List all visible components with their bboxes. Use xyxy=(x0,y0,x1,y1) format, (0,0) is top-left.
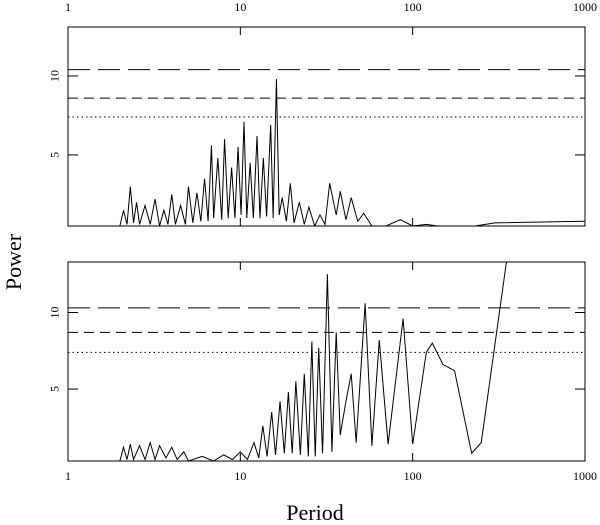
x-tick-label: 100 xyxy=(404,0,422,14)
power-line xyxy=(119,262,507,461)
y-tick-label: 5 xyxy=(48,386,62,392)
x-tick-label: 1000 xyxy=(573,469,597,483)
y-tick-label: 10 xyxy=(48,70,62,82)
x-tick-label: 1 xyxy=(65,469,71,483)
x-tick-label: 1000 xyxy=(573,0,597,14)
x-axis-label: Period xyxy=(286,500,343,525)
x-tick-label: 10 xyxy=(234,469,246,483)
x-tick-label: 100 xyxy=(404,469,422,483)
plot-frame xyxy=(67,26,586,227)
plot-area xyxy=(68,262,585,461)
plot-area xyxy=(68,69,585,226)
plot-frame xyxy=(67,261,586,462)
y-axis-label: Power xyxy=(1,233,26,290)
power-line xyxy=(119,79,585,226)
y-tick-label: 10 xyxy=(48,307,62,319)
x-tick-label: 10 xyxy=(234,0,246,14)
x-tick-label: 1 xyxy=(65,0,71,14)
y-tick-label: 5 xyxy=(48,152,62,158)
